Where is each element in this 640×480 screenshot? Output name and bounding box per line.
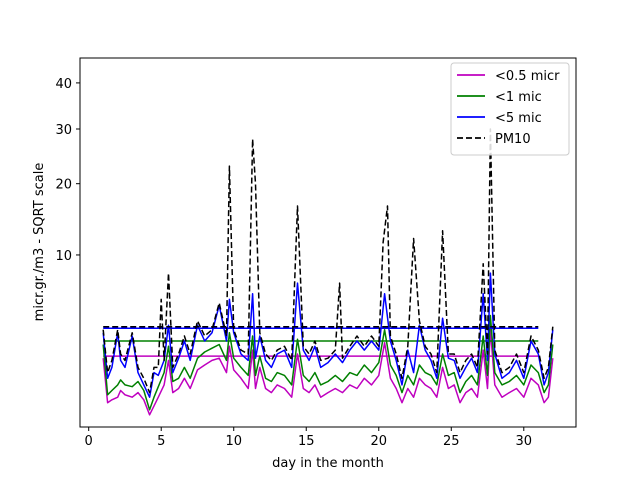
x-tick-label-15: 15 <box>298 434 315 449</box>
y-tick-label-20: 20 <box>55 178 72 193</box>
x-tick-label-0: 0 <box>85 434 93 449</box>
x-tick-label-10: 10 <box>225 434 242 449</box>
legend-label-2: <5 mic <box>495 111 542 126</box>
legend: <0.5 micr <1 mic <5 mic PM10 <box>450 62 570 156</box>
plot-lines <box>102 128 554 416</box>
legend-box <box>450 62 570 156</box>
y-axis: 10 20 30 40 <box>55 77 80 264</box>
y-axis-label: micr.gr./m3 - SQRT scale <box>32 163 47 322</box>
plot-frame <box>79 57 577 428</box>
x-axis: 0 5 10 15 20 25 30 <box>85 427 533 449</box>
x-tick-label-25: 25 <box>443 434 460 449</box>
y-tick-label-40: 40 <box>55 77 72 92</box>
legend-label-3: PM10 <box>495 132 531 147</box>
legend-label-0: <0.5 micr <box>495 69 560 84</box>
x-tick-label-20: 20 <box>370 434 387 449</box>
y-tick-label-10: 10 <box>55 249 72 264</box>
series-line-0 <box>102 328 554 416</box>
series-line-4 <box>102 272 554 398</box>
y-tick-label-30: 30 <box>55 123 72 138</box>
x-tick-label-5: 5 <box>157 434 165 449</box>
series-line-6 <box>102 128 554 394</box>
x-tick-label-30: 30 <box>516 434 533 449</box>
series-line-2 <box>102 314 554 411</box>
x-axis-label: day in the month <box>272 456 384 471</box>
legend-label-1: <1 mic <box>495 90 542 105</box>
